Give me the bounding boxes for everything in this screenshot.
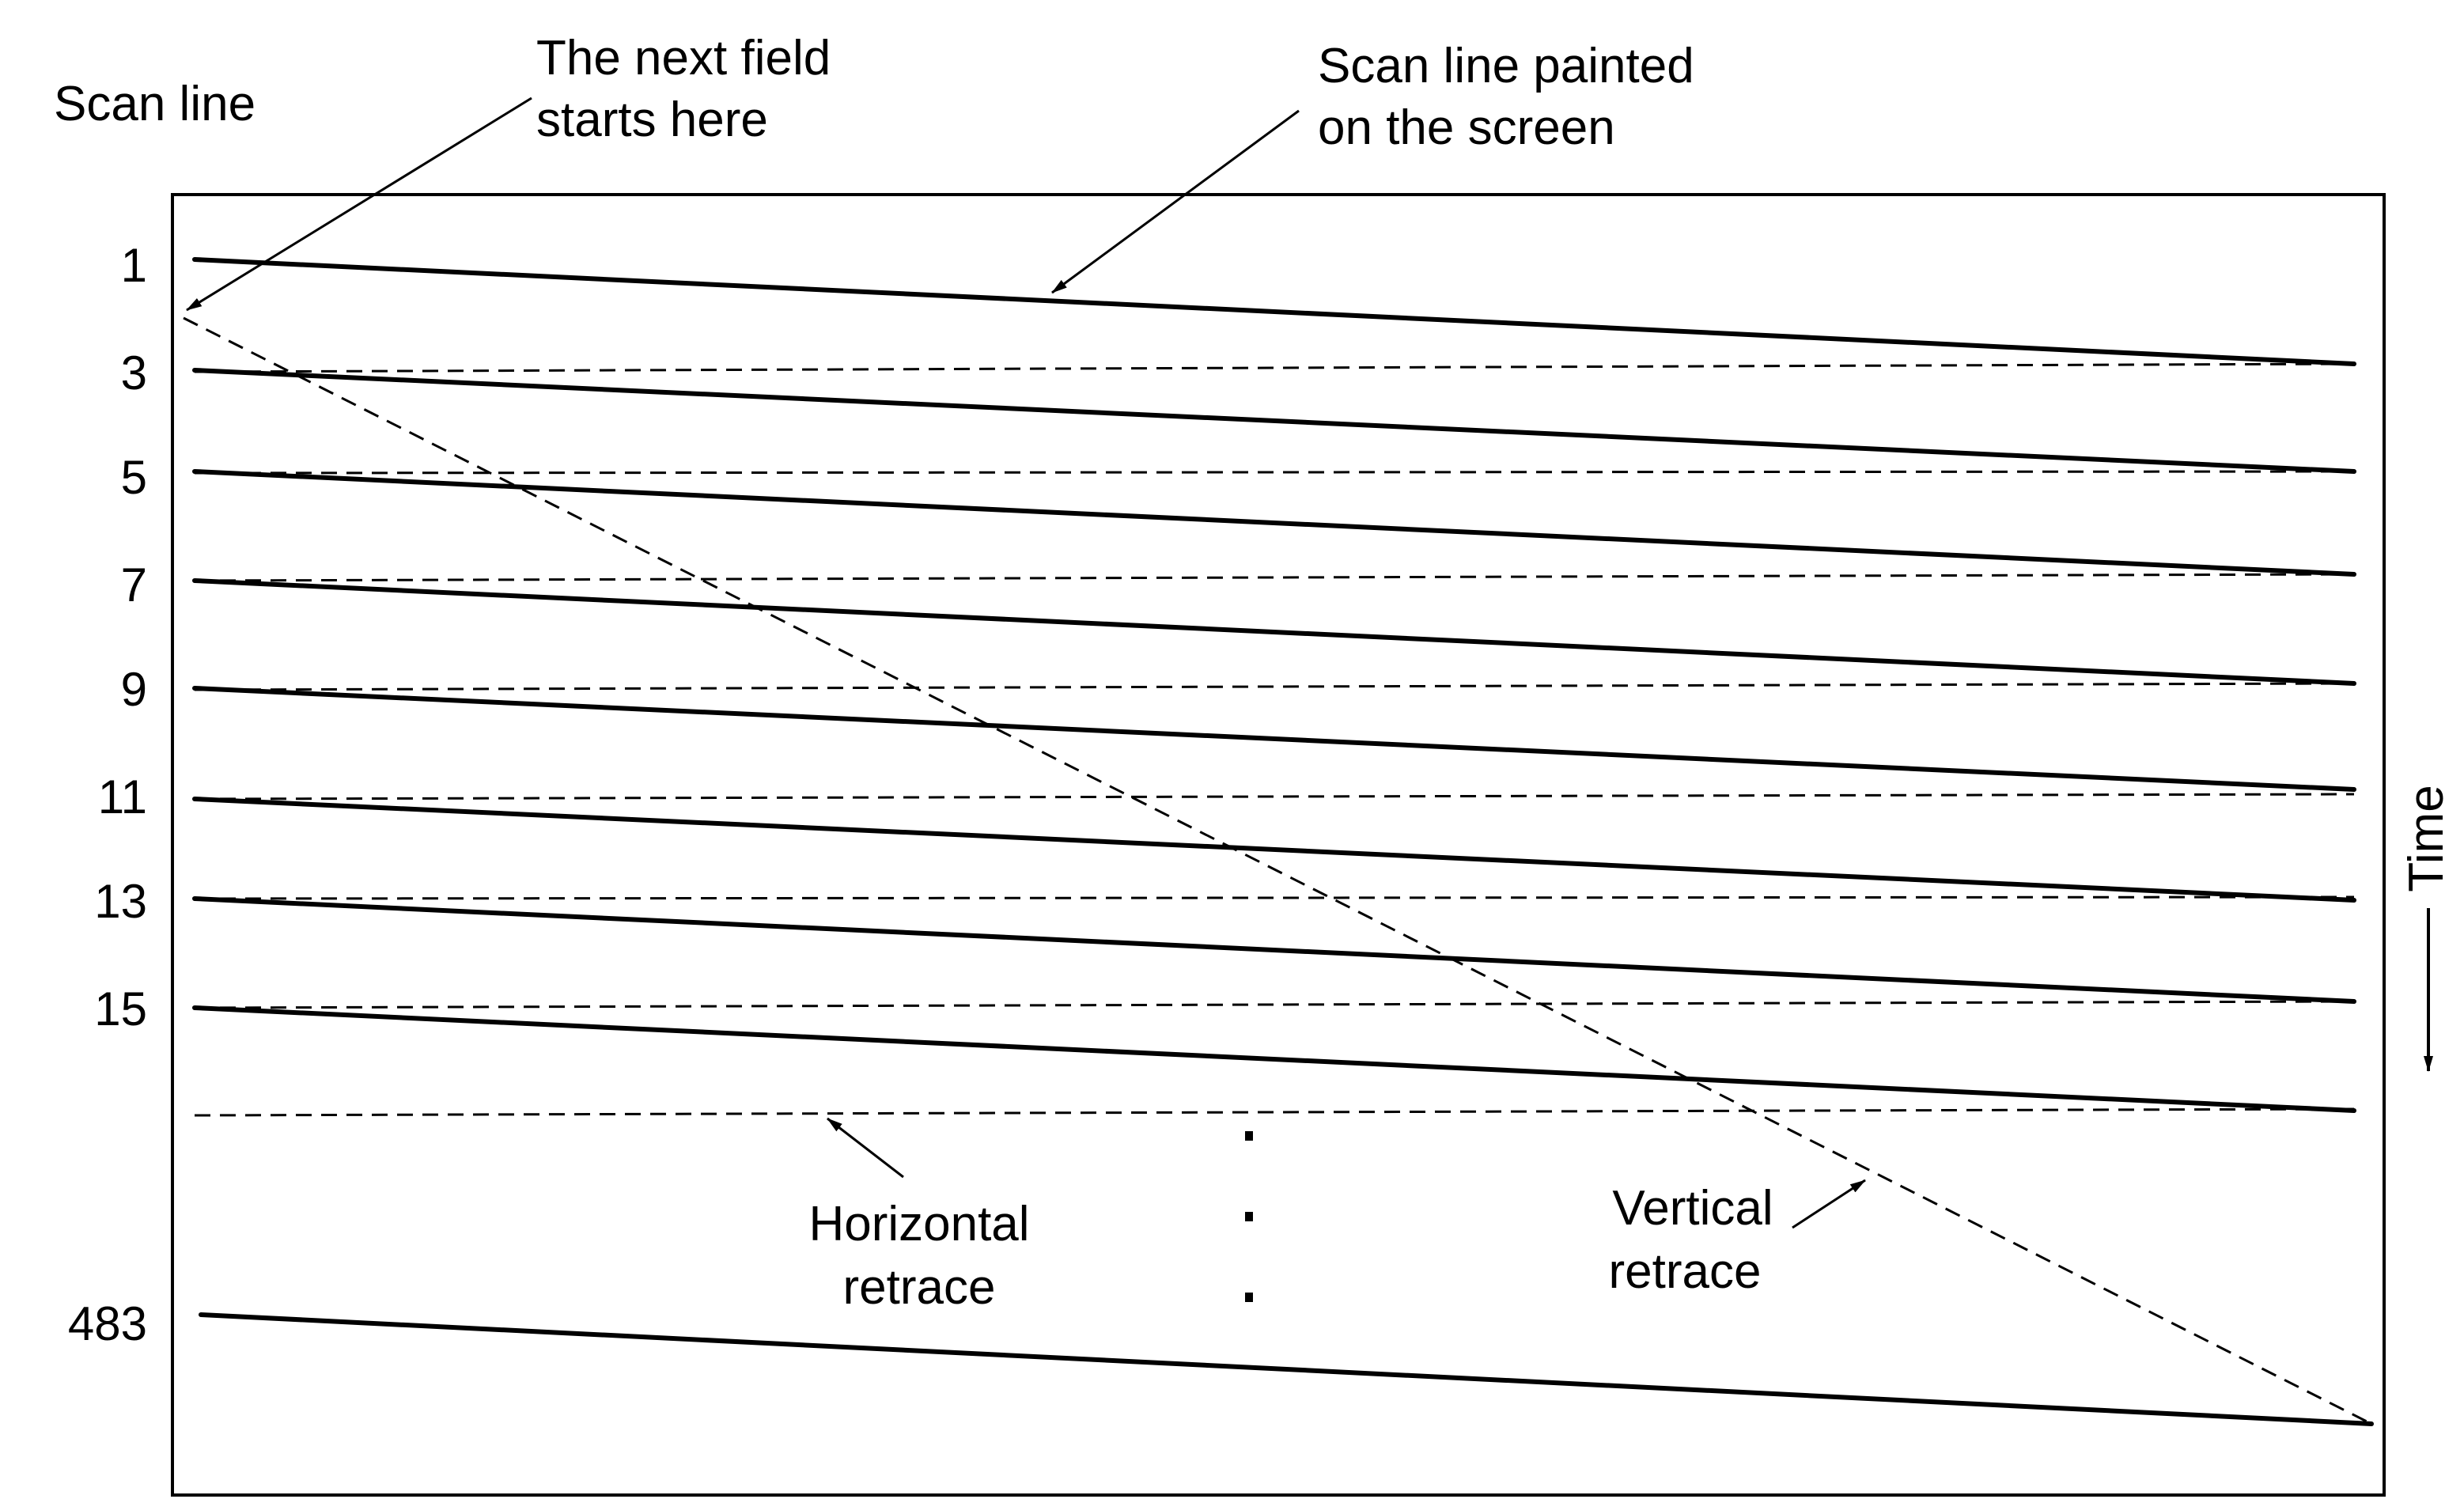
retrace-line-8 [194,1107,2355,1117]
scan-line-1 [192,257,2356,366]
row-labels: 1 3 5 7 9 11 13 15 483 [68,239,147,1350]
retrace-line-5 [194,793,2355,801]
continuation-dot-2 [1245,1212,1253,1221]
scan-line-3 [192,368,2356,474]
next-field-annotation: The next field starts here [186,31,831,312]
row-label-5: 5 [121,451,147,504]
scan-line-11 [192,797,2356,903]
row-label-15: 15 [94,982,147,1035]
vertical-retrace-line [183,316,2372,1425]
time-label: Time [2399,785,2454,891]
continuation-dots [1245,1131,1253,1302]
horizontal-label-line2: retrace [843,1260,996,1315]
row-label-1: 1 [121,239,147,292]
horizontal-retrace-annotation: Horizontal retrace [808,1117,1030,1315]
retrace-line-1 [194,362,2355,373]
vertical-label-line1: Vertical [1612,1181,1773,1236]
next-field-label-line1: The next field [536,31,831,85]
next-field-arrow [186,97,532,312]
time-axis: Time [2399,785,2454,1072]
scan-line-9 [192,686,2356,792]
row-label-13: 13 [94,875,147,928]
horizontal-retrace-arrow [827,1117,904,1179]
retrace-line-4 [194,682,2355,691]
row-label-3: 3 [121,346,147,399]
scan-line-483 [199,1312,2374,1426]
retrace-line-7 [194,1000,2355,1009]
vertical-retrace-arrow [1792,1179,1866,1229]
painted-arrow [1051,109,1300,294]
painted-label-line2: on the screen [1318,100,1615,155]
scan-line-15 [192,1005,2356,1113]
screen-frame [171,193,2386,1497]
next-field-label-line2: starts here [536,93,768,147]
retrace-line-3 [194,573,2355,582]
vertical-label-line2: retrace [1609,1244,1762,1299]
continuation-dot-3 [1245,1293,1253,1302]
row-label-483: 483 [68,1297,147,1350]
retrace-line-2 [194,470,2355,475]
retrace-line-6 [194,895,2355,900]
continuation-dot-1 [1245,1131,1253,1141]
scan-line-axis-title: Scan line [54,77,255,131]
scan-line-7 [192,578,2356,686]
horizontal-label-line1: Horizontal [808,1197,1029,1251]
painted-scan-lines [192,257,2374,1426]
painted-annotation: Scan line painted on the screen [1051,39,1694,294]
vertical-retrace-annotation: Vertical retrace [1609,1179,1866,1299]
scan-line-5 [192,469,2356,577]
row-label-7: 7 [121,558,147,611]
row-label-11: 11 [98,770,147,823]
painted-label-line1: Scan line painted [1318,39,1694,93]
horizontal-retrace-lines [194,362,2355,1117]
row-label-9: 9 [121,663,147,716]
scan-line-13 [192,896,2356,1004]
